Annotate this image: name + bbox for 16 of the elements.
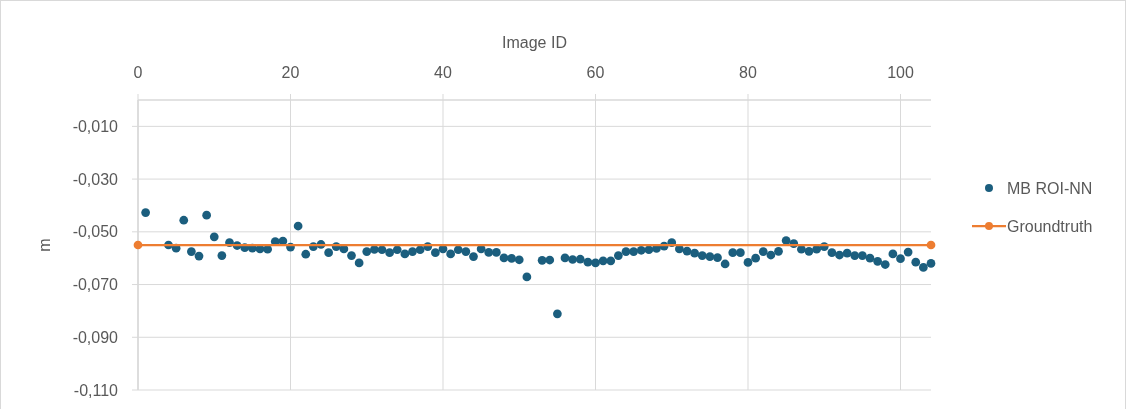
y-tick-label: -0,110 [73,381,119,399]
y-tick-label: -0,090 [72,328,119,346]
y-tick-label: -0,030 [72,170,119,188]
legend-label: MB ROI-NN [1007,179,1093,197]
y-tick-label: -0,070 [72,276,119,294]
x-tick-label: 20 [281,63,300,81]
x-tick-label: 60 [586,63,605,81]
x-tick-label: 0 [133,63,143,81]
y-axis-title: m [35,238,53,252]
y-tick-label: -0,010 [72,117,119,135]
legend-label: Groundtruth [1007,217,1093,235]
x-tick-label: 40 [434,63,452,81]
x-axis-title: Image ID [502,33,567,51]
x-tick-label: 80 [739,63,757,81]
x-tick-label: 100 [887,63,914,81]
y-tick-label: -0,050 [72,223,119,241]
